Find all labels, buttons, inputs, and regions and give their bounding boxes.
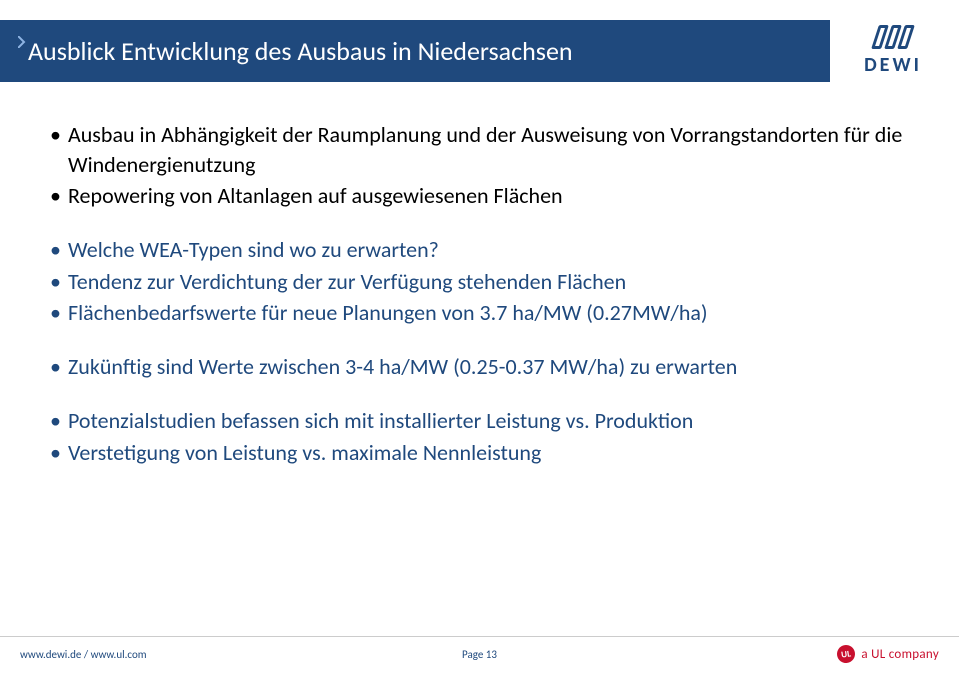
bullet-item: Repowering von Altanlagen auf ausgewiese… [50, 181, 909, 211]
bullet-group-4: Potenzialstudien befassen sich mit insta… [50, 406, 909, 467]
bullet-group-1: Ausbau in Abhängigkeit der Raumplanung u… [50, 120, 909, 211]
ul-company-text: a UL company [861, 647, 939, 662]
slide-content: Ausbau in Abhängigkeit der Raumplanung u… [50, 120, 909, 491]
footer-url: www.dewi.de / www.ul.com [20, 648, 147, 661]
slide-footer: www.dewi.de / www.ul.com Page 13 UL a UL… [0, 636, 959, 663]
slide-title: Ausblick Entwicklung des Ausbaus in Nied… [28, 35, 573, 67]
bullet-item: Zukünftig sind Werte zwischen 3-4 ha/MW … [50, 352, 909, 382]
ul-company-mark: UL a UL company [837, 645, 939, 663]
title-bar: Ausblick Entwicklung des Ausbaus in Nied… [0, 20, 830, 82]
bullet-item: Tendenz zur Verdichtung der zur Verfügun… [50, 267, 909, 297]
bullet-item: Potenzialstudien befassen sich mit insta… [50, 406, 909, 436]
bullet-group-2: Welche WEA-Typen sind wo zu erwarten? Te… [50, 235, 909, 328]
logo-text: DEWI [864, 53, 922, 77]
bullet-item: Flächenbedarfswerte für neue Planungen v… [50, 298, 909, 328]
bullet-item: Welche WEA-Typen sind wo zu erwarten? [50, 235, 909, 265]
ul-badge-icon: UL [836, 644, 856, 664]
bullet-item: Verstetigung von Leistung vs. maximale N… [50, 438, 909, 468]
bullet-group-3: Zukünftig sind Werte zwischen 3-4 ha/MW … [50, 352, 909, 382]
dewi-logo: DEWI [843, 20, 943, 82]
logo-bars-icon [875, 25, 911, 49]
slide-page: Ausblick Entwicklung des Ausbaus in Nied… [0, 0, 959, 675]
bullet-item: Ausbau in Abhängigkeit der Raumplanung u… [50, 120, 909, 179]
page-number: Page 13 [462, 648, 497, 661]
chevron-right-icon [18, 36, 26, 48]
